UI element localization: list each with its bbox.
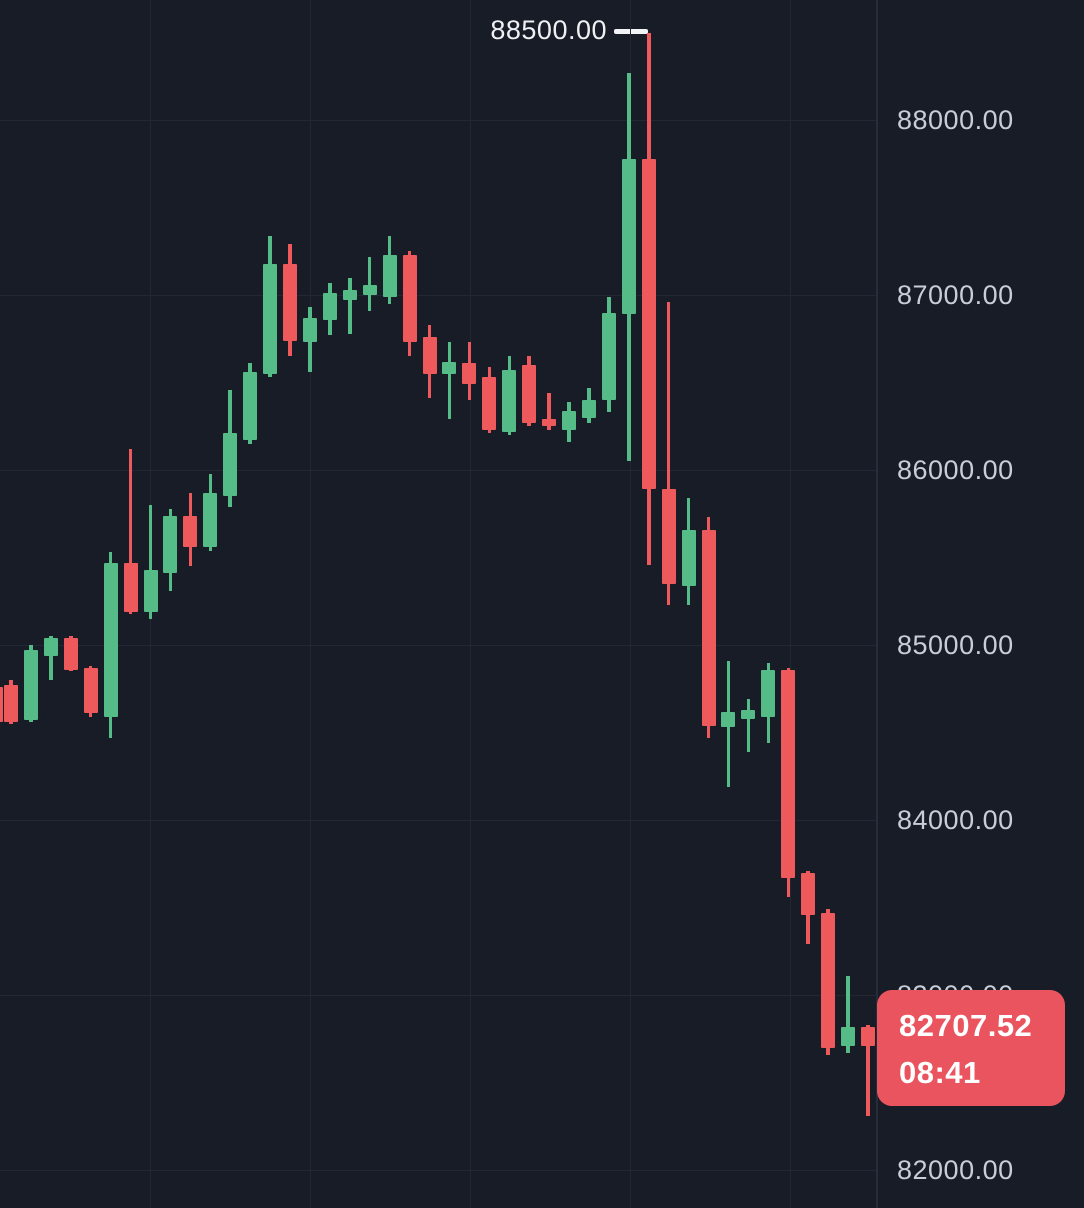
horizontal-gridline [0,120,877,121]
candle-body [203,492,218,547]
candle-countdown-timer: 08:41 [899,1055,981,1090]
candle-body [542,419,557,427]
candle-body [402,254,417,343]
horizontal-gridline [0,820,877,821]
vertical-gridline [790,0,791,1208]
price-marker-label: 88500.00 [490,15,607,45]
vertical-gridline [310,0,311,1208]
price-axis[interactable]: 88000.00 87000.00 86000.00 85000.00 84000.00… [877,0,1084,1208]
horizontal-gridline [0,295,877,296]
candle-body [4,685,18,722]
candle-body [362,284,377,295]
candle-body [621,158,636,315]
candle-body [721,711,736,728]
candle-body [462,363,477,385]
candle-body [801,872,816,915]
candle-body [681,529,696,586]
candle-body [302,317,317,343]
candle-body [761,669,776,717]
candle-body [860,1026,875,1047]
candle-body [263,263,278,374]
candle-body [601,312,616,400]
candle-body [581,400,596,418]
candle-body [382,254,397,297]
candle-body [183,515,198,547]
candle-body [283,263,298,341]
horizontal-gridline [0,470,877,471]
vertical-gridline [630,0,631,1208]
candle-wick [148,505,153,619]
candle-body [322,293,337,320]
candle-body [562,410,577,430]
last-price-value: 82707.52 [899,1008,1033,1043]
candle-wick [547,393,551,430]
candle-body [442,361,457,374]
candle-body [43,638,58,656]
candle-wick [746,699,751,752]
last-price-badge: 82707.52 08:41 [877,990,1065,1106]
candle-body [0,687,3,722]
chart-plot-area[interactable]: 88500.00 [0,0,877,1208]
vertical-gridline [470,0,471,1208]
horizontal-gridline [0,645,877,646]
candle-wick [447,342,452,420]
candle-wick [128,449,133,614]
candle-body [741,709,756,719]
candle-wick [846,975,850,1053]
candle-body [641,158,656,490]
axis-tick-label: 86000.00 [897,455,1014,485]
price-marker-dash [614,29,648,34]
candle-body [422,337,437,374]
candle-body [522,365,537,423]
candle-body [123,562,138,612]
candle-wick [49,636,53,680]
axis-tick-label: 87000.00 [897,280,1014,310]
candle-wick [866,1024,870,1116]
axis-tick-label: 85000.00 [897,630,1014,660]
price-axis-separator [876,0,878,1208]
horizontal-gridline [0,1170,877,1171]
axis-tick-label: 84000.00 [897,805,1014,835]
candle-body [243,372,258,441]
candle-body [163,515,178,574]
candle-body [821,912,836,1048]
candle-body [482,377,497,430]
candle-body [143,569,158,612]
candle-body [103,562,118,717]
candle-wick [666,302,671,605]
candle-body [342,289,357,301]
candle-body [502,370,517,432]
candle-wick [348,277,352,334]
candle-wick [367,256,372,311]
axis-tick-label: 88000.00 [897,105,1014,135]
axis-tick-label: 82000.00 [897,1155,1014,1185]
candle-body [661,489,676,584]
candle-body [83,667,98,714]
candle-body [781,669,796,878]
candle-body [223,433,238,497]
horizontal-gridline [0,995,877,996]
candle-body [63,638,78,670]
candle-body [841,1026,856,1046]
candle-body [701,529,716,726]
candle-body [23,650,38,721]
